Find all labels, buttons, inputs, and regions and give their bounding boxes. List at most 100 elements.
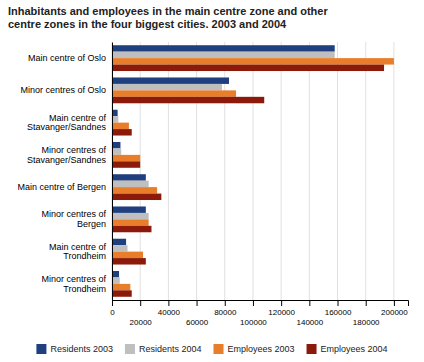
bar: [112, 219, 149, 225]
legend-item: Residents 2003: [36, 344, 113, 354]
legend-item: Employees 2003: [214, 344, 295, 354]
tick: Main centre ofStavanger/Sandnes: [27, 113, 112, 133]
grid-line: [281, 42, 282, 300]
grid-line: [337, 42, 338, 300]
bar: [112, 245, 128, 251]
grid-line: [252, 42, 253, 300]
tick-label: Minor centres ofBergen: [41, 209, 106, 229]
tick-label: 140000: [296, 318, 323, 327]
tick-mark: [394, 300, 395, 306]
tick: Minor centres ofBergen: [41, 209, 112, 229]
bar: [112, 97, 264, 103]
tick-label: Minor centres ofStavanger/Sandnes: [27, 145, 107, 165]
tick: 140000: [296, 300, 323, 327]
legend-label: Residents 2003: [50, 344, 113, 354]
tick: Minor centres ofTrondheim: [41, 274, 112, 294]
tick: 80000: [214, 300, 237, 317]
legend-swatch: [307, 344, 317, 354]
legend: Residents 2003 Residents 2004 Employees 20…: [36, 344, 387, 354]
bar: [112, 129, 132, 135]
bar: [112, 226, 151, 232]
bar: [112, 290, 132, 296]
legend-item: Residents 2004: [125, 344, 202, 354]
axis-line: [113, 301, 409, 307]
tick: 180000: [353, 300, 380, 327]
tick-mark: [168, 300, 169, 306]
tick-mark: [281, 300, 282, 306]
bar: [112, 58, 394, 64]
legend-label: Employees 2004: [321, 344, 388, 354]
grid: [112, 42, 394, 300]
bar: [112, 239, 126, 245]
tick-label: 200000: [381, 308, 408, 317]
tick-label: Main centre ofStavanger/Sandnes: [27, 113, 107, 133]
tick-label: 80000: [214, 308, 237, 317]
series: [112, 52, 335, 284]
tick-label: 20000: [130, 318, 153, 327]
tick: Minor centres ofStavanger/Sandnes: [27, 145, 112, 165]
tick: 20000: [130, 300, 153, 327]
tick-label: Minor centres ofTrondheim: [41, 274, 106, 294]
bar: [112, 174, 146, 180]
tick: Minor centres of Oslo: [20, 85, 112, 95]
legend-item: Employees 2004: [307, 344, 388, 354]
tick-label: 100000: [240, 318, 267, 327]
bar: [112, 84, 222, 90]
legend-swatch: [36, 344, 46, 354]
tick: Main centre of Bergen: [17, 182, 112, 192]
tick-mark: [338, 300, 339, 306]
tick-label: Main centre ofTrondheim: [49, 242, 107, 262]
tick: Main centre of Oslo: [28, 53, 112, 63]
tick: Main centre ofTrondheim: [49, 242, 112, 262]
bar: [112, 90, 236, 96]
bar: [112, 187, 157, 193]
tick-label: 180000: [353, 318, 380, 327]
axis-line: [112, 43, 113, 301]
title: Inhabitants and employees in the main ce…: [8, 5, 328, 30]
bar: [112, 52, 335, 58]
tick-mark: [309, 300, 310, 306]
bar: [112, 142, 120, 148]
bar: [112, 155, 140, 161]
series: [112, 58, 394, 290]
bar: [112, 252, 143, 258]
tick: 200000: [381, 300, 408, 317]
tick-label: Minor centres of Oslo: [20, 85, 106, 95]
grid-line: [309, 42, 310, 300]
bar: [112, 77, 229, 83]
tick-label: 160000: [325, 308, 352, 317]
tick-mark: [253, 300, 254, 306]
bars: [112, 45, 394, 297]
bar: [112, 161, 140, 167]
tick-label: 0: [110, 308, 115, 317]
series: [112, 65, 384, 297]
tick: 0: [110, 300, 115, 317]
tick: 100000: [240, 300, 267, 327]
legend-swatch: [125, 344, 135, 354]
bar: [112, 148, 121, 154]
tick-label: 40000: [158, 308, 181, 317]
bar: [112, 206, 146, 212]
bar: [112, 213, 149, 219]
bar: [112, 45, 335, 51]
grid-line: [112, 42, 113, 300]
tick-mark: [366, 300, 367, 306]
tick-label: Main centre of Oslo: [28, 53, 106, 63]
bar: [112, 194, 161, 200]
legend-label: Residents 2004: [139, 344, 202, 354]
tick-mark: [225, 300, 226, 306]
tick-mark: [112, 300, 113, 306]
tick-label: Main centre of Bergen: [17, 182, 106, 192]
tick-label: 60000: [186, 318, 209, 327]
bar: [112, 181, 149, 187]
bar: [112, 277, 120, 283]
grid-line: [365, 42, 366, 300]
legend-swatch: [214, 344, 224, 354]
x-axis: 0200004000060000800001000001200001400001…: [110, 300, 408, 327]
plot: 0200004000060000800001000001200001400001…: [17, 42, 408, 327]
bar: [112, 65, 384, 71]
bar: [112, 123, 129, 129]
tick-mark: [140, 300, 141, 306]
tick: 160000: [325, 300, 352, 317]
grid-line: [393, 42, 394, 300]
